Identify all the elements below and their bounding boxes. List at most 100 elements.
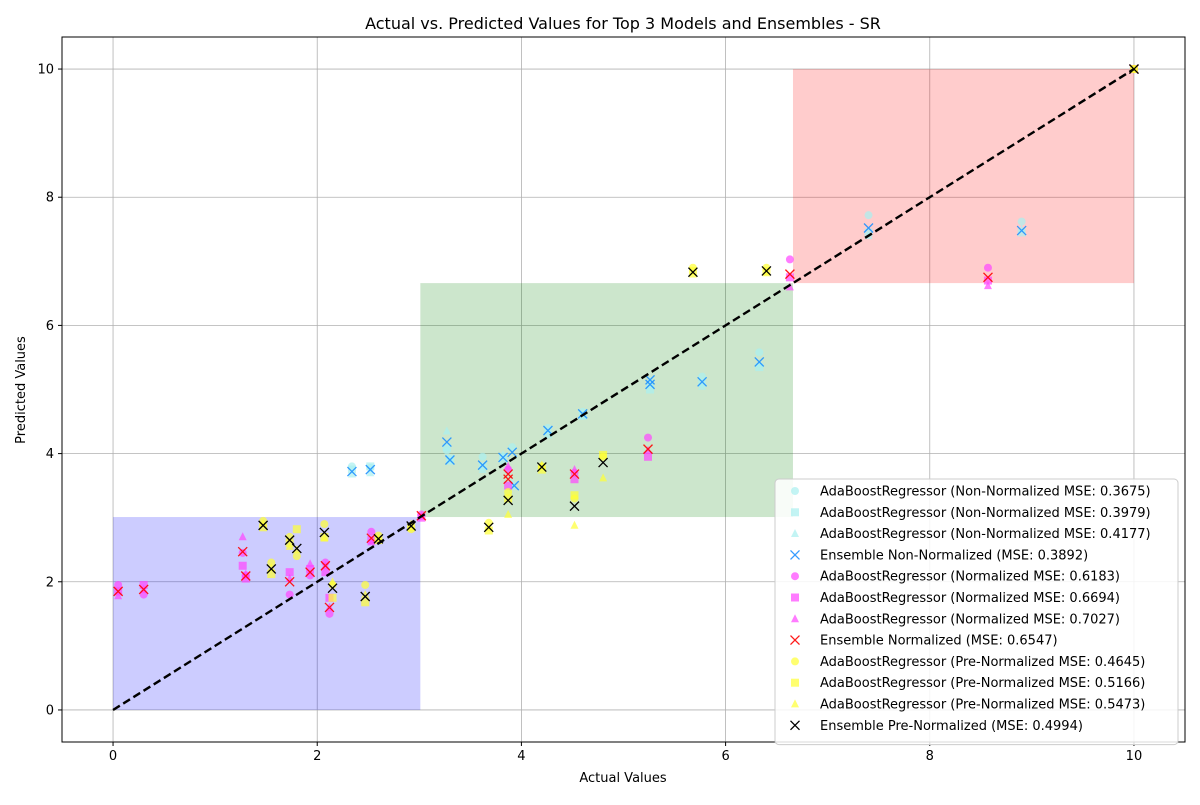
data-point xyxy=(284,535,295,546)
data-point xyxy=(599,473,608,482)
data-point xyxy=(645,379,656,390)
data-point xyxy=(327,583,338,594)
data-point xyxy=(361,580,370,589)
data-point xyxy=(645,374,656,385)
data-point xyxy=(784,269,795,280)
data-point xyxy=(325,609,334,618)
legend-label: Ensemble Normalized (MSE: 0.6547) xyxy=(820,634,1058,649)
data-point xyxy=(570,491,579,500)
data-point xyxy=(241,574,250,583)
data-point xyxy=(328,593,337,602)
data-point xyxy=(361,589,370,598)
data-point xyxy=(320,560,331,571)
series-11 xyxy=(258,64,1139,602)
x-tick-label: 10 xyxy=(1126,749,1143,764)
legend-label: Ensemble Non-Normalized (MSE: 0.3892) xyxy=(820,548,1088,563)
data-point xyxy=(238,561,247,570)
plot-frame xyxy=(61,36,1186,743)
y-axis-label: Predicted Values xyxy=(14,336,29,444)
data-point xyxy=(983,276,992,285)
legend-label: AdaBoostRegressor (Non-Normalized MSE: 0… xyxy=(820,506,1151,521)
data-point xyxy=(570,475,579,484)
reference-line xyxy=(112,68,1135,711)
data-point xyxy=(507,447,518,458)
data-point xyxy=(504,494,513,503)
legend: AdaBoostRegressor (Non-Normalized MSE: 0… xyxy=(774,478,1179,746)
data-point xyxy=(366,462,375,471)
data-point xyxy=(542,425,553,436)
data-point xyxy=(319,527,330,538)
data-point xyxy=(785,273,794,282)
data-point xyxy=(698,381,707,390)
legend-marker xyxy=(790,720,800,731)
data-point xyxy=(365,464,376,475)
data-point xyxy=(306,559,315,568)
y-tick-label: 6 xyxy=(46,319,54,334)
data-point xyxy=(504,461,513,470)
data-point xyxy=(570,465,579,474)
data-point xyxy=(367,537,376,546)
data-point xyxy=(259,523,268,532)
data-point xyxy=(644,452,653,461)
legend-marker xyxy=(791,508,799,517)
data-point xyxy=(321,568,330,577)
data-point xyxy=(570,520,579,529)
data-point xyxy=(441,437,452,448)
data-point xyxy=(267,563,276,572)
data-point xyxy=(442,443,451,452)
legend-label: AdaBoostRegressor (Normalized MSE: 0.618… xyxy=(820,570,1120,585)
data-point xyxy=(569,469,580,480)
data-point xyxy=(537,460,546,469)
data-point xyxy=(292,552,301,561)
data-point xyxy=(643,444,653,455)
axes-frame xyxy=(61,36,1186,743)
data-point xyxy=(761,265,772,276)
data-point xyxy=(258,520,269,531)
legend-entry: AdaBoostRegressor (Non-Normalized MSE: 0… xyxy=(791,485,1151,500)
legend-label: AdaBoostRegressor (Non-Normalized MSE: 0… xyxy=(820,527,1151,542)
data-point xyxy=(237,546,248,557)
data-point xyxy=(406,521,417,531)
y-tick-label: 10 xyxy=(37,63,54,78)
legend-label: Ensemble Pre-Normalized (MSE: 0.4994) xyxy=(820,719,1083,734)
data-point xyxy=(863,223,874,233)
data-point xyxy=(755,359,764,368)
data-point xyxy=(504,509,513,518)
legend-marker xyxy=(791,678,799,687)
data-point xyxy=(687,267,698,278)
legend-entry: AdaBoostRegressor (Non-Normalized MSE: 0… xyxy=(791,527,1151,542)
data-point xyxy=(442,426,451,435)
legend-entry: AdaBoostRegressor (Pre-Normalized MSE: 0… xyxy=(791,676,1145,691)
legend-marker xyxy=(790,549,800,560)
x-tick-label: 6 xyxy=(721,749,729,764)
data-point xyxy=(306,564,315,573)
legend-marker xyxy=(791,699,799,708)
data-point xyxy=(266,563,277,574)
data-point xyxy=(240,571,251,581)
data-point xyxy=(598,457,609,468)
data-point xyxy=(478,465,487,474)
data-point xyxy=(508,443,517,452)
data-point xyxy=(114,591,123,600)
data-point xyxy=(361,598,370,607)
data-point xyxy=(284,576,295,587)
legend-entry: Ensemble Non-Normalized (MSE: 0.3892) xyxy=(790,548,1088,563)
data-point xyxy=(864,211,873,220)
data-point xyxy=(292,525,301,534)
data-point xyxy=(537,465,546,474)
data-point xyxy=(478,452,487,461)
legend-label: AdaBoostRegressor (Pre-Normalized MSE: 0… xyxy=(820,676,1145,691)
data-point xyxy=(238,532,247,541)
x-tick-label: 4 xyxy=(517,749,525,764)
data-point xyxy=(646,385,655,394)
data-point xyxy=(328,577,337,586)
data-point xyxy=(367,527,376,536)
legend-entry: AdaBoostRegressor (Normalized MSE: 0.702… xyxy=(791,612,1120,627)
data-point xyxy=(754,356,765,367)
data-point xyxy=(138,584,149,595)
legend-marker xyxy=(791,487,799,495)
data-point xyxy=(762,268,771,277)
data-point xyxy=(366,468,375,477)
data-point xyxy=(644,433,653,442)
